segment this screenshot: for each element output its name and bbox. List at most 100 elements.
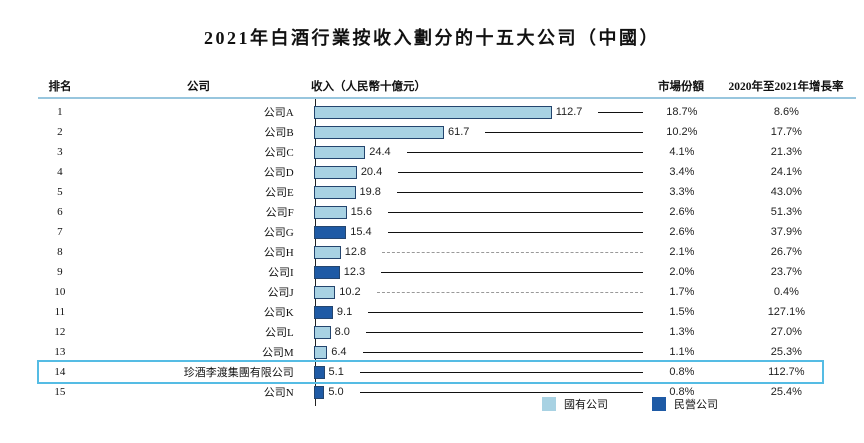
company-cell: 公司H xyxy=(263,247,294,259)
market-share-cell: 3.3% xyxy=(669,186,695,198)
table-row: 1 公司A 112.7 18.7% 8.6% xyxy=(38,102,856,122)
growth-cell: 0.4% xyxy=(773,286,799,298)
growth-cell: 43.0% xyxy=(770,186,802,198)
revenue-value: 5.1 xyxy=(328,366,344,378)
market-share-cell: 4.1% xyxy=(669,146,695,158)
leader-line xyxy=(485,131,644,133)
growth-cell: 112.7% xyxy=(768,366,805,378)
growth-cell: 21.3% xyxy=(770,146,802,158)
revenue-cell: 20.4 xyxy=(313,162,647,182)
growth-cell: 127.1% xyxy=(767,306,805,318)
table-header-row: 排名 公司 收入（人民幣十億元） 市場份額 2020年至2021年增長率 xyxy=(38,78,856,99)
leader-line xyxy=(382,251,644,253)
leader-line xyxy=(387,231,644,233)
company-cell: 公司D xyxy=(263,167,294,179)
table-row: 3 公司C 24.4 4.1% 21.3% xyxy=(38,142,856,162)
table-row: 8 公司H 12.8 2.1% 26.7% xyxy=(38,242,856,262)
rank-cell: 10 xyxy=(54,286,66,298)
table-row: 5 公司E 19.8 3.3% 43.0% xyxy=(38,182,856,202)
company-cell: 公司K xyxy=(263,307,294,319)
revenue-bar xyxy=(313,225,347,239)
revenue-value: 12.3 xyxy=(343,266,366,278)
revenue-cell: 112.7 xyxy=(313,102,647,122)
growth-cell: 17.7% xyxy=(770,126,802,138)
rank-cell: 11 xyxy=(54,306,66,318)
table-row: 9 公司I 12.3 2.0% 23.7% xyxy=(38,262,856,282)
growth-cell: 27.0% xyxy=(770,326,802,338)
rank-cell: 4 xyxy=(57,166,63,178)
revenue-cell: 10.2 xyxy=(313,282,647,302)
table-row: 4 公司D 20.4 3.4% 24.1% xyxy=(38,162,856,182)
company-cell: 公司A xyxy=(263,107,294,119)
leader-line xyxy=(598,111,644,113)
chart-rows: 1 公司A 112.7 18.7% 8.6% 2 公司B 61.7 10.2% 17.7% 3 公司C… xyxy=(37,99,856,411)
rank-cell: 14 xyxy=(54,366,66,378)
revenue-bar xyxy=(313,145,366,159)
company-cell: 公司C xyxy=(264,147,294,159)
rank-cell: 2 xyxy=(57,126,63,138)
chart-title: 2021年白酒行業按收入劃分的十五大公司（中國） xyxy=(204,28,660,48)
table-row: 14 珍酒李渡集團有限公司 5.1 0.8% 112.7% xyxy=(37,360,856,384)
rank-cell: 5 xyxy=(57,186,63,198)
company-cell: 珍酒李渡集團有限公司 xyxy=(183,367,294,379)
revenue-value: 24.4 xyxy=(369,146,391,158)
legend-label: 民營公司 xyxy=(674,399,718,411)
legend-swatch-private xyxy=(652,397,666,411)
revenue-cell: 61.7 xyxy=(313,122,647,142)
legend-swatch-state xyxy=(542,397,556,411)
leader-line xyxy=(396,191,644,193)
revenue-bar xyxy=(313,165,357,179)
revenue-bar xyxy=(313,205,347,219)
header-growth-rate: 2020年至2021年增長率 xyxy=(728,81,844,93)
rank-cell: 9 xyxy=(57,266,63,278)
rank-cell: 7 xyxy=(57,226,63,238)
revenue-bar xyxy=(313,305,333,319)
revenue-value: 19.8 xyxy=(359,186,381,198)
rank-cell: 15 xyxy=(54,386,66,398)
revenue-cell: 15.4 xyxy=(313,222,647,242)
table-row: 12 公司L 8.0 1.3% 27.0% xyxy=(38,322,856,342)
revenue-value: 61.7 xyxy=(448,126,470,138)
rank-cell: 6 xyxy=(57,206,63,218)
revenue-value: 10.2 xyxy=(339,286,361,298)
leader-line xyxy=(365,331,644,333)
market-share-cell: 2.0% xyxy=(669,266,695,278)
revenue-bar xyxy=(313,125,445,139)
legend-item: 國有公司 xyxy=(542,396,608,412)
table-row: 2 公司B 61.7 10.2% 17.7% xyxy=(38,122,856,142)
table-row: 6 公司F 15.6 2.6% 51.3% xyxy=(38,202,856,222)
revenue-bar xyxy=(313,105,552,119)
header-rank: 排名 xyxy=(48,81,72,93)
ranking-table: 排名 公司 收入（人民幣十億元） 市場份額 2020年至2021年增長率 1 公司… xyxy=(37,78,856,411)
growth-cell: 23.7% xyxy=(770,266,802,278)
revenue-bar xyxy=(313,365,325,379)
company-cell: 公司L xyxy=(264,327,294,339)
revenue-value: 6.4 xyxy=(331,346,347,358)
leader-line xyxy=(406,151,644,153)
revenue-cell: 19.8 xyxy=(313,182,647,202)
leader-line xyxy=(359,391,644,393)
revenue-cell: 24.4 xyxy=(313,142,647,162)
revenue-cell: 12.8 xyxy=(313,242,647,262)
leader-line xyxy=(398,171,644,173)
revenue-value: 9.1 xyxy=(336,306,353,318)
growth-cell: 25.4% xyxy=(770,386,802,398)
rank-cell: 8 xyxy=(57,246,63,258)
company-cell: 公司B xyxy=(264,127,294,139)
market-share-cell: 3.4% xyxy=(669,166,695,178)
leader-line xyxy=(376,291,644,293)
revenue-value: 5.0 xyxy=(328,386,344,398)
table-row: 13 公司M 6.4 1.1% 25.3% xyxy=(38,342,856,362)
header-market-share: 市場份額 xyxy=(658,81,704,93)
leader-line xyxy=(362,351,644,353)
table-row: 11 公司K 9.1 1.5% 127.1% xyxy=(38,302,856,322)
revenue-cell: 5.0 xyxy=(313,382,647,402)
revenue-cell: 8.0 xyxy=(313,322,647,342)
leader-line xyxy=(388,211,644,213)
growth-cell: 24.1% xyxy=(770,166,802,178)
market-share-cell: 1.3% xyxy=(669,326,695,338)
revenue-bar xyxy=(313,345,328,359)
table-row: 7 公司G 15.4 2.6% 37.9% xyxy=(38,222,856,242)
market-share-cell: 1.1% xyxy=(669,346,695,358)
